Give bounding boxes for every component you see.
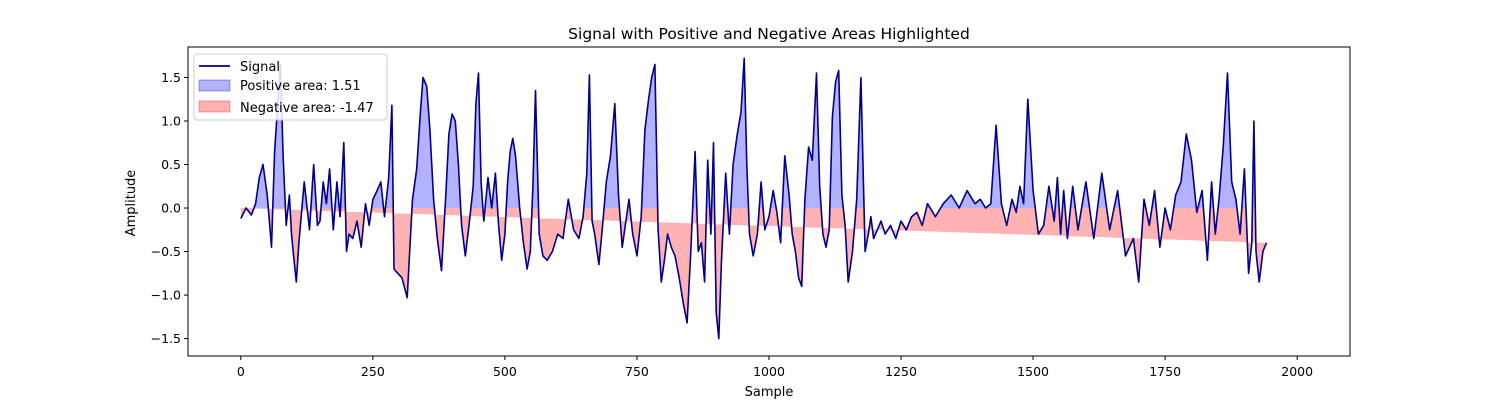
y-tick-label: 1.5 (161, 70, 181, 85)
x-tick-label: 1750 (1149, 364, 1181, 379)
legend-signal-label: Signal (240, 60, 280, 75)
legend-negative-label: Negative area: -1.47 (240, 101, 374, 116)
x-tick-label: 1000 (753, 364, 785, 379)
y-tick-label: −0.5 (151, 244, 181, 259)
x-axis: 0 250 500 750 1000 1250 1500 1750 2000 (237, 356, 1313, 379)
chart-title: Signal with Positive and Negative Areas … (568, 25, 970, 43)
x-tick-label: 500 (493, 364, 517, 379)
legend: Signal Positive area: 1.51 Negative area… (193, 53, 388, 121)
x-axis-label: Sample (745, 385, 794, 400)
y-axis: −1.5 −1.0 −0.5 0.0 0.5 1.0 1.5 (151, 70, 188, 346)
y-tick-label: −1.5 (151, 331, 181, 346)
x-tick-label: 1250 (885, 364, 917, 379)
y-tick-label: 1.0 (161, 113, 181, 128)
y-tick-label: −1.0 (151, 288, 181, 303)
signal-line (240, 57, 1268, 340)
y-tick-label: 0.5 (161, 157, 181, 172)
positive-area-fill (240, 58, 1267, 208)
y-tick-label: 0.0 (161, 201, 181, 216)
plot-area (240, 57, 1268, 340)
legend-negative-swatch (198, 100, 231, 113)
x-tick-label: 2000 (1281, 364, 1313, 379)
y-axis-label: Amplitude (124, 170, 139, 237)
legend-positive-swatch (198, 79, 231, 92)
x-tick-label: 250 (361, 364, 385, 379)
x-tick-label: 750 (625, 364, 649, 379)
x-tick-label: 0 (237, 364, 245, 379)
legend-box (193, 53, 388, 121)
x-tick-label: 1500 (1017, 364, 1049, 379)
legend-positive-label: Positive area: 1.51 (240, 79, 361, 94)
